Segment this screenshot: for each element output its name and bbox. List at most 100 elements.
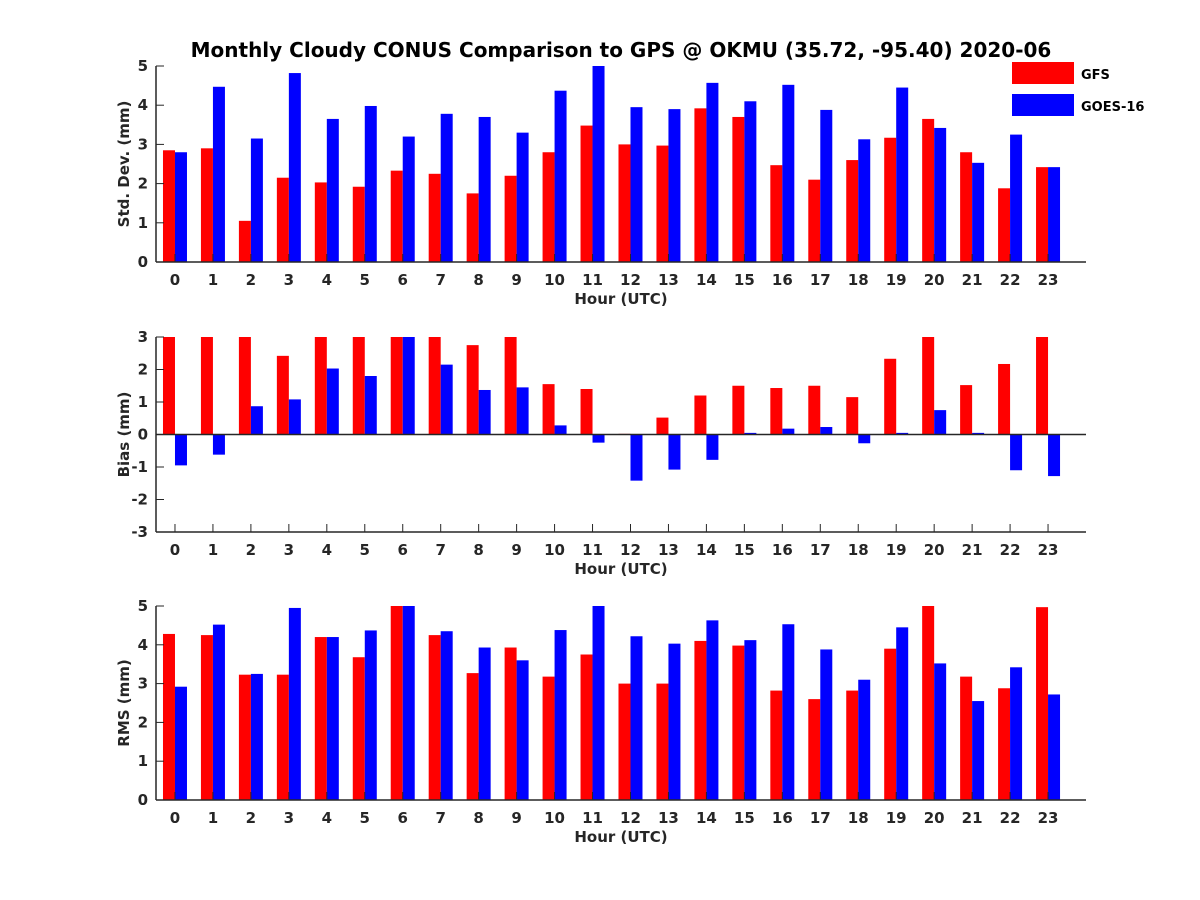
bias-bar-goes16-h3 — [288, 399, 301, 435]
std-dev-y-tick-label: 4 — [138, 96, 148, 114]
std-dev-bar-goes16-h22 — [1010, 134, 1023, 262]
std-dev-x-tick-label: 21 — [962, 271, 983, 289]
std-dev-bar-gfs-h22 — [998, 188, 1011, 262]
std-dev-x-tick-label: 12 — [620, 271, 641, 289]
bias-bar-gfs-h13 — [656, 417, 669, 435]
rms-bar-goes16-h10 — [554, 630, 567, 800]
bias-bar-gfs-h19 — [884, 358, 897, 435]
std-dev-y-axis-label: Std. Dev. (mm) — [115, 101, 133, 228]
bias-bar-gfs-h14 — [694, 395, 707, 435]
rms-x-tick-label: 13 — [658, 809, 679, 827]
std-dev-x-axis-label: Hour (UTC) — [574, 290, 667, 308]
rms-x-tick-label: 8 — [473, 809, 483, 827]
rms-x-tick-label: 20 — [924, 809, 945, 827]
bias-x-tick-label: 3 — [284, 541, 294, 559]
bias-bar-goes16-h14 — [706, 434, 719, 460]
std-dev-bar-goes16-h17 — [820, 109, 833, 263]
rms-bar-gfs-h20 — [922, 606, 935, 800]
rms-bar-goes16-h23 — [1048, 694, 1061, 800]
std-dev-bar-goes16-h7 — [440, 113, 453, 262]
rms-bar-gfs-h15 — [732, 645, 745, 800]
bias-x-tick-label: 20 — [924, 541, 945, 559]
std-dev-panel: 0 1 2 3 4 5 6 7 8 9 10 11 12 13 14 15 16 17 18 19 20 21 22 2301… — [115, 57, 1086, 308]
figure-title: Monthly Cloudy CONUS Comparison to GPS @… — [191, 38, 1052, 62]
rms-bar-gfs-h13 — [656, 683, 669, 800]
bias-x-tick-label: 11 — [582, 541, 603, 559]
rms-x-tick-label: 15 — [734, 809, 755, 827]
bias-bar-goes16-h10 — [554, 425, 567, 435]
rms-bar-goes16-h5 — [364, 630, 377, 800]
rms-x-tick-label: 0 — [170, 809, 180, 827]
rms-bar-gfs-h1 — [200, 635, 213, 800]
rms-bar-goes16-h7 — [440, 631, 453, 800]
std-dev-bar-gfs-h13 — [656, 145, 669, 262]
std-dev-bar-gfs-h8 — [466, 193, 479, 262]
std-dev-bar-gfs-h6 — [390, 170, 403, 262]
bias-bar-gfs-h2 — [238, 337, 251, 435]
rms-bar-gfs-h11 — [580, 654, 593, 800]
rms-bar-gfs-h5 — [352, 657, 365, 800]
std-dev-bar-gfs-h1 — [200, 148, 213, 262]
rms-x-tick-label: 6 — [398, 809, 408, 827]
bias-bar-gfs-h7 — [428, 337, 441, 435]
rms-x-tick-label: 11 — [582, 809, 603, 827]
rms-x-tick-label: 21 — [962, 809, 983, 827]
rms-bar-gfs-h19 — [884, 648, 897, 800]
rms-bar-goes16-h9 — [516, 660, 529, 800]
rms-y-axis-label: RMS (mm) — [115, 659, 133, 746]
bias-x-tick-label: 2 — [246, 541, 256, 559]
bias-bar-goes16-h12 — [630, 434, 643, 481]
std-dev-x-tick-label: 18 — [848, 271, 869, 289]
rms-x-tick-label: 19 — [886, 809, 907, 827]
rms-x-tick-label: 23 — [1038, 809, 1059, 827]
std-dev-x-tick-label: 15 — [734, 271, 755, 289]
std-dev-bar-goes16-h5 — [364, 105, 377, 262]
std-dev-x-tick-label: 4 — [322, 271, 332, 289]
rms-x-tick-label: 14 — [696, 809, 717, 827]
legend-label-gfs: GFS — [1081, 68, 1110, 83]
std-dev-bar-goes16-h13 — [668, 109, 681, 263]
bias-bar-goes16-h15 — [744, 432, 757, 435]
std-dev-y-tick-label: 0 — [138, 253, 148, 271]
rms-bar-goes16-h4 — [326, 637, 339, 800]
rms-x-tick-label: 2 — [246, 809, 256, 827]
std-dev-bar-goes16-h8 — [478, 116, 491, 263]
std-dev-x-tick-label: 7 — [435, 271, 445, 289]
bias-bar-goes16-h1 — [212, 434, 225, 455]
rms-bar-goes16-h6 — [402, 606, 415, 800]
bias-x-tick-label: 0 — [170, 541, 180, 559]
std-dev-x-tick-label: 23 — [1038, 271, 1059, 289]
bias-bar-goes16-h21 — [972, 432, 985, 435]
rms-bar-gfs-h21 — [960, 676, 973, 800]
bias-bar-goes16-h16 — [782, 428, 795, 435]
bias-y-tick-label: 1 — [138, 393, 148, 411]
std-dev-bar-gfs-h19 — [884, 137, 897, 262]
bias-bar-gfs-h9 — [504, 337, 517, 435]
rms-y-tick-label: 3 — [138, 675, 148, 693]
bias-bar-goes16-h22 — [1010, 434, 1023, 471]
legend: GFS GOES-16 — [1012, 62, 1144, 116]
rms-x-tick-label: 3 — [284, 809, 294, 827]
std-dev-y-tick-label: 1 — [138, 214, 148, 232]
std-dev-x-tick-label: 10 — [544, 271, 565, 289]
bias-bar-gfs-h11 — [580, 389, 593, 435]
rms-bar-gfs-h12 — [618, 683, 631, 800]
rms-bar-gfs-h18 — [846, 690, 859, 800]
rms-x-tick-label: 10 — [544, 809, 565, 827]
bias-bar-goes16-h7 — [440, 364, 453, 435]
std-dev-bar-gfs-h10 — [542, 152, 555, 262]
std-dev-y-tick-label: 3 — [138, 135, 148, 153]
rms-bar-gfs-h4 — [314, 637, 327, 800]
rms-x-tick-label: 4 — [322, 809, 332, 827]
bias-bar-goes16-h11 — [592, 434, 605, 443]
std-dev-x-tick-label: 0 — [170, 271, 180, 289]
bias-x-tick-label: 7 — [435, 541, 445, 559]
bias-x-tick-label: 21 — [962, 541, 983, 559]
rms-bar-goes16-h22 — [1010, 667, 1023, 800]
bias-bar-gfs-h3 — [276, 355, 289, 435]
bias-x-tick-label: 1 — [208, 541, 218, 559]
bias-bar-gfs-h0 — [162, 337, 175, 435]
std-dev-bar-gfs-h14 — [694, 108, 707, 262]
bias-bar-goes16-h9 — [516, 387, 529, 435]
std-dev-bar-goes16-h16 — [782, 84, 795, 262]
